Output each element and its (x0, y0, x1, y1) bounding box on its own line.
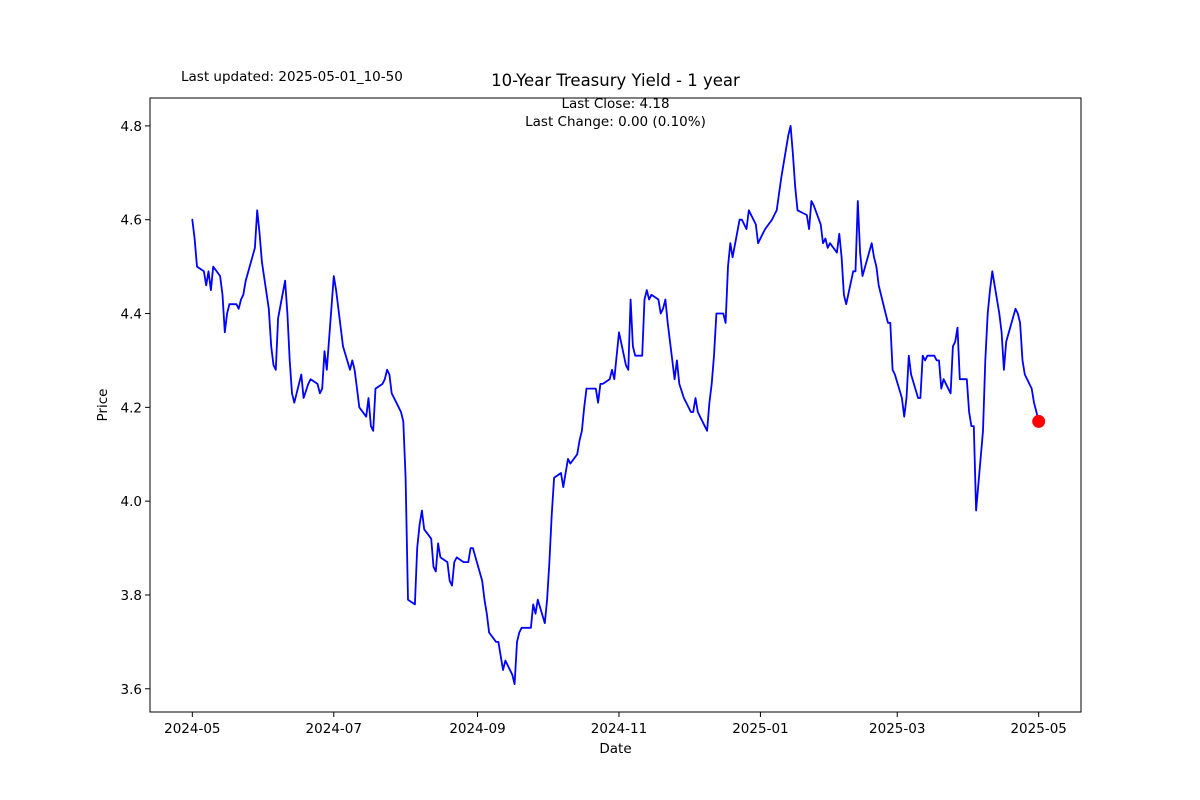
x-axis-label: Date (599, 741, 631, 757)
last-change-text: Last Change: 0.00 (0.10%) (525, 114, 706, 130)
x-tick-label: 2024-05 (164, 721, 220, 737)
x-tick-label: 2025-01 (732, 721, 788, 737)
y-tick-label: 3.6 (121, 682, 142, 698)
x-tick-label: 2025-05 (1010, 721, 1066, 737)
y-axis-label: Price (95, 389, 111, 422)
x-tick-label: 2024-07 (306, 721, 362, 737)
x-tick-label: 2025-03 (869, 721, 925, 737)
last-price-dot (1032, 414, 1046, 428)
y-tick-label: 3.8 (121, 588, 142, 604)
last-updated-text: Last updated: 2025-05-01_10-50 (181, 69, 403, 85)
plot-area-border (149, 97, 1082, 713)
y-tick-label: 4.8 (121, 119, 142, 135)
last-close-text: Last Close: 4.18 (561, 96, 670, 112)
y-tick-label: 4.4 (121, 307, 142, 323)
price-line (191, 125, 1040, 685)
y-tick-label: 4.2 (121, 400, 142, 416)
chart-title: 10-Year Treasury Yield - 1 year (491, 71, 740, 90)
y-tick-label: 4.0 (121, 494, 142, 510)
y-tick-label: 4.6 (121, 213, 142, 229)
x-tick-label: 2024-11 (591, 721, 647, 737)
x-tick-label: 2024-09 (449, 721, 505, 737)
